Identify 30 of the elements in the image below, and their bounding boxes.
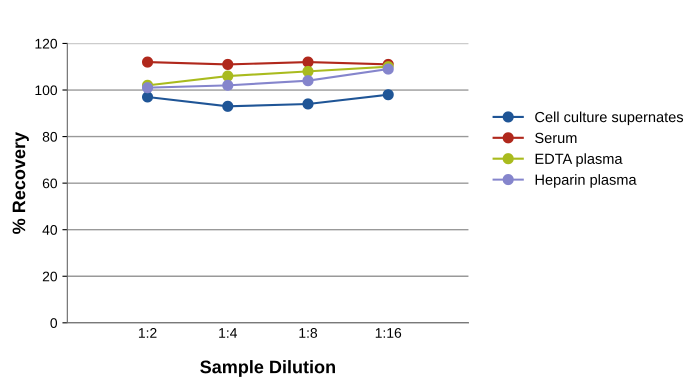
y-tick-label: 60 xyxy=(42,178,58,188)
y-tick-label: 0 xyxy=(50,318,58,328)
y-tick-label: 100 xyxy=(35,85,58,96)
point xyxy=(222,70,234,82)
point xyxy=(382,64,394,75)
x-tick-label: 1:4 xyxy=(219,328,238,338)
point xyxy=(142,91,154,103)
point xyxy=(302,75,314,86)
point xyxy=(302,56,314,68)
point xyxy=(222,58,234,70)
point xyxy=(382,89,394,100)
point xyxy=(302,66,314,77)
y-tick-label: 120 xyxy=(35,38,58,49)
x-tick-label: 1:8 xyxy=(299,328,318,338)
legend-label: EDTA plasma xyxy=(536,153,623,167)
legend-label: Heparin plasma xyxy=(536,174,637,188)
point xyxy=(142,56,154,68)
x-tick-label: 1:2 xyxy=(138,328,156,338)
y-axis-title: % Recovery xyxy=(12,132,29,234)
legend-label: Serum xyxy=(535,132,576,144)
point xyxy=(142,82,154,94)
point xyxy=(222,100,234,112)
y-tick-label: 80 xyxy=(42,132,58,142)
x-axis-title: Sample Dilution xyxy=(200,360,335,377)
legend-label: Cell culture supernates xyxy=(535,111,684,126)
point xyxy=(222,80,234,91)
y-tick-label: 20 xyxy=(42,272,58,282)
point xyxy=(302,98,314,110)
x-tick-label: 1:16 xyxy=(376,328,402,338)
y-tick-label: 40 xyxy=(42,225,58,235)
